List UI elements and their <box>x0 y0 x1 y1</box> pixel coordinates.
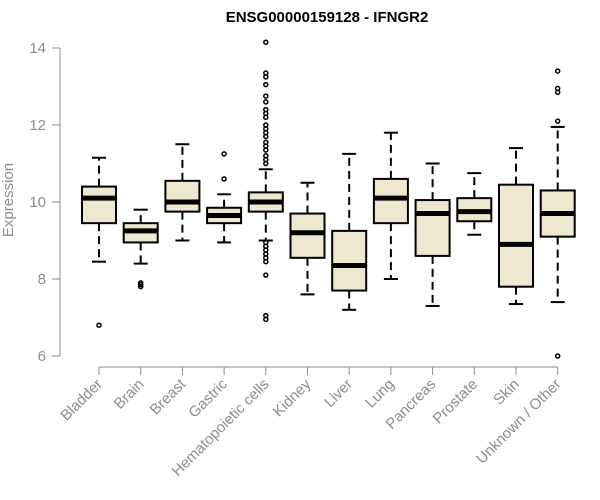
outlier-point <box>263 93 269 99</box>
outlier-point <box>554 118 561 124</box>
outlier-point <box>263 133 269 140</box>
outlier-point <box>263 316 269 323</box>
x-tick-label: Brain <box>111 376 148 413</box>
box-skin <box>498 147 534 306</box>
box-liver <box>331 152 368 311</box>
outlier-point <box>263 147 269 153</box>
x-tick-label: Prostate <box>430 376 482 428</box>
y-tick-label: 6 <box>38 348 46 365</box>
outlier-point <box>263 272 269 278</box>
iqr-box <box>498 183 534 288</box>
outlier-point <box>137 280 144 286</box>
box-hematopoietic-cells <box>247 39 284 323</box>
y-axis-label: Expression <box>0 163 17 237</box>
iqr-box <box>414 199 451 257</box>
outlier-point <box>221 176 227 182</box>
box-lung <box>372 131 409 280</box>
outlier-point <box>263 39 269 45</box>
box-bladder <box>81 156 117 328</box>
iqr-box <box>331 229 368 292</box>
outlier-point <box>554 353 561 359</box>
outlier-point <box>96 322 102 328</box>
box-series <box>81 39 576 359</box>
iqr-box <box>289 212 326 259</box>
chart-title: ENSG00000159128 - IFNGR2 <box>226 9 429 26</box>
outlier-point <box>263 114 269 121</box>
box-kidney <box>289 181 326 296</box>
outlier-point <box>554 68 561 74</box>
y-tick-label: 12 <box>29 117 46 134</box>
box-gastric <box>206 151 243 244</box>
x-tick-label: Liver <box>321 376 356 411</box>
box-breast <box>164 143 201 242</box>
y-tick-label: 14 <box>29 40 46 57</box>
outlier-point <box>263 258 269 265</box>
outlier-point <box>263 99 269 105</box>
outlier-point <box>221 151 227 157</box>
outlier-point <box>137 282 144 288</box>
x-tick-label: Kidney <box>270 375 315 420</box>
y-axis: 6 8 10 12 14 <box>29 40 61 365</box>
iqr-box <box>81 185 117 225</box>
iqr-box <box>372 177 409 225</box>
iqr-box <box>164 179 201 213</box>
box-prostate <box>456 172 493 236</box>
outlier-point <box>554 89 561 96</box>
outlier-point <box>263 81 269 88</box>
box-unknown-other <box>539 68 576 359</box>
y-tick-label: 10 <box>29 194 46 211</box>
x-tick-label: Bladder <box>57 376 106 425</box>
outlier-point <box>263 74 269 80</box>
outlier-point <box>263 160 269 167</box>
x-tick-label: Skin <box>490 376 523 409</box>
box-brain <box>122 208 159 290</box>
x-tick-label: Lung <box>362 376 398 412</box>
box-pancreas <box>414 162 451 307</box>
x-tick-label: Breast <box>147 375 190 418</box>
y-tick-label: 8 <box>38 271 46 288</box>
